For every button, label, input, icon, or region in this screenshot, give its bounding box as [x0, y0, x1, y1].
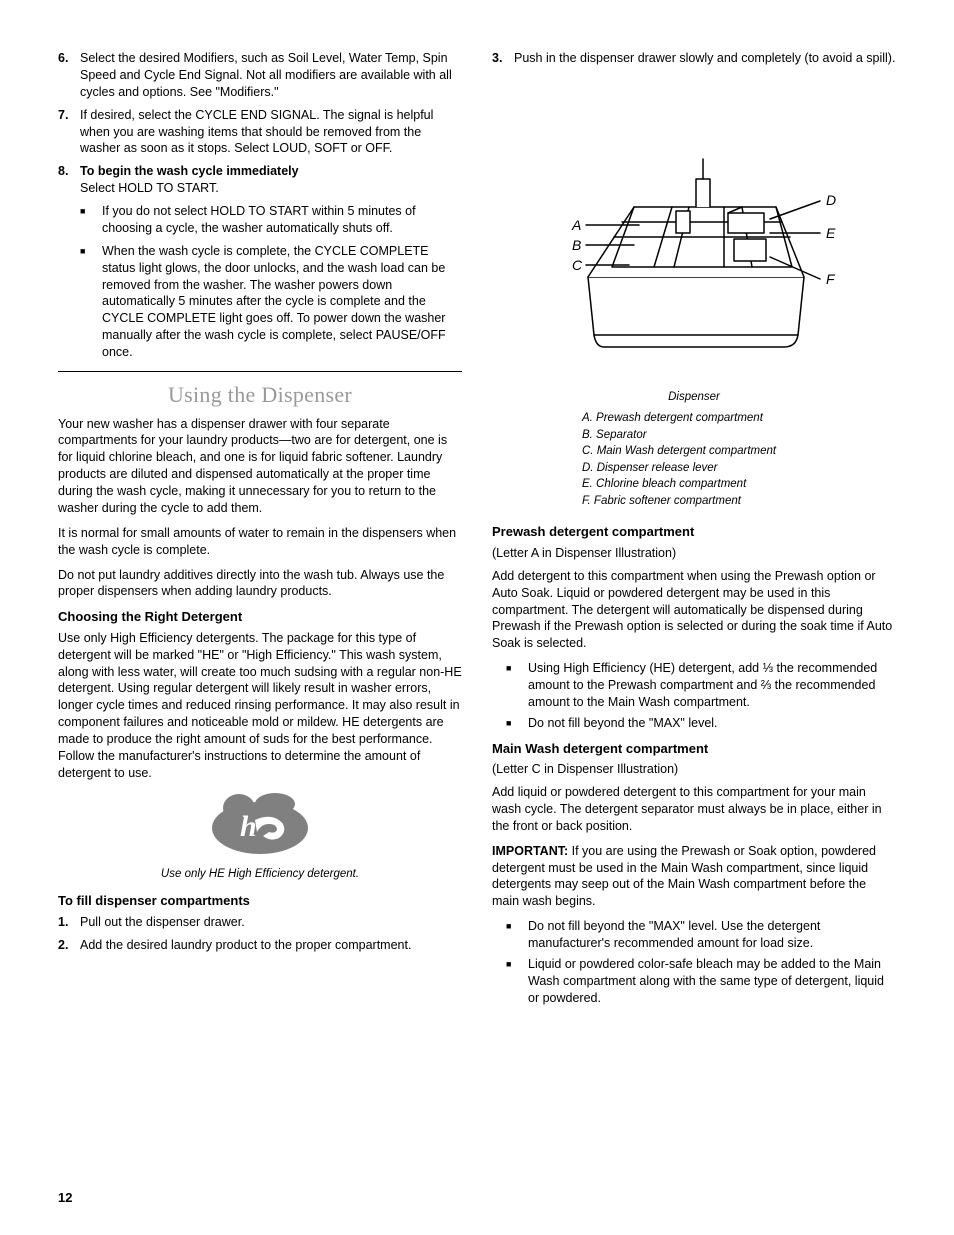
- step-3: 3. Push in the dispenser drawer slowly a…: [492, 50, 896, 67]
- subheading-note: (Letter C in Dispenser Illustration): [492, 761, 896, 778]
- paragraph: Do not put laundry additives directly in…: [58, 567, 462, 601]
- square-bullet-icon: ■: [506, 918, 528, 952]
- step-7: 7. If desired, select the CYCLE END SIGN…: [58, 107, 462, 158]
- dispenser-caption: Dispenser: [492, 390, 896, 406]
- bullet-item: ■ Do not fill beyond the "MAX" level. Us…: [506, 918, 896, 952]
- legend-c: C. Main Wash detergent compartment: [582, 444, 896, 460]
- step-number: 3.: [492, 50, 514, 67]
- paragraph: Your new washer has a dispenser drawer w…: [58, 416, 462, 517]
- label-e: E: [826, 225, 836, 241]
- section-divider: [58, 371, 462, 372]
- he-logo: h: [58, 792, 462, 861]
- right-column: 3. Push in the dispenser drawer slowly a…: [492, 50, 896, 1011]
- page-number: 12: [58, 1189, 72, 1207]
- bullet-text: Do not fill beyond the "MAX" level.: [528, 715, 896, 732]
- paragraph: Add detergent to this compartment when u…: [492, 568, 896, 652]
- subheading-prewash: Prewash detergent compartment: [492, 523, 896, 541]
- section-title-dispenser: Using the Dispenser: [58, 380, 462, 410]
- bullet-text: Liquid or powdered color-safe bleach may…: [528, 956, 896, 1007]
- legend-b: B. Separator: [582, 428, 896, 444]
- bullet-text: Using High Efficiency (HE) detergent, ad…: [528, 660, 896, 711]
- paragraph: Add liquid or powdered detergent to this…: [492, 784, 896, 835]
- label-c: C: [572, 257, 583, 273]
- bullet-text: If you do not select HOLD TO START withi…: [102, 203, 462, 237]
- bullet-item: ■ Using High Efficiency (HE) detergent, …: [506, 660, 896, 711]
- bullet-text: Do not fill beyond the "MAX" level. Use …: [528, 918, 896, 952]
- label-f: F: [826, 271, 836, 287]
- subheading-note: (Letter A in Dispenser Illustration): [492, 545, 896, 562]
- bullet-item: ■ Liquid or powdered color-safe bleach m…: [506, 956, 896, 1007]
- legend-e: E. Chlorine bleach compartment: [582, 477, 896, 493]
- step-bold-title: To begin the wash cycle immediately: [80, 164, 299, 178]
- two-column-layout: 6. Select the desired Modifiers, such as…: [58, 50, 896, 1011]
- svg-text:h: h: [240, 810, 257, 843]
- subheading-fill-compartments: To fill dispenser compartments: [58, 892, 462, 910]
- step-body: To begin the wash cycle immediately Sele…: [80, 163, 462, 361]
- step-number: 1.: [58, 914, 80, 931]
- subheading-choosing-detergent: Choosing the Right Detergent: [58, 608, 462, 626]
- sub-bullet: ■ When the wash cycle is complete, the C…: [80, 243, 462, 361]
- step-text: Pull out the dispenser drawer.: [80, 914, 462, 931]
- fill-step-1: 1. Pull out the dispenser drawer.: [58, 914, 462, 931]
- paragraph: It is normal for small amounts of water …: [58, 525, 462, 559]
- square-bullet-icon: ■: [506, 715, 528, 732]
- step-6: 6. Select the desired Modifiers, such as…: [58, 50, 462, 101]
- step-text: Push in the dispenser drawer slowly and …: [514, 50, 896, 67]
- step-text: If desired, select the CYCLE END SIGNAL.…: [80, 107, 462, 158]
- square-bullet-icon: ■: [80, 243, 102, 361]
- bullet-text: When the wash cycle is complete, the CYC…: [102, 243, 462, 361]
- legend-f: F. Fabric softener compartment: [582, 494, 896, 510]
- paragraph: Use only High Efficiency detergents. The…: [58, 630, 462, 782]
- subheading-main-wash: Main Wash detergent compartment: [492, 740, 896, 758]
- dispenser-diagram: A B C D E F: [492, 107, 896, 382]
- step-text: Select the desired Modifiers, such as So…: [80, 50, 462, 101]
- step-text: Add the desired laundry product to the p…: [80, 937, 462, 954]
- step-8: 8. To begin the wash cycle immediately S…: [58, 163, 462, 361]
- label-d: D: [826, 192, 836, 208]
- label-b: B: [572, 237, 581, 253]
- legend-d: D. Dispenser release lever: [582, 461, 896, 477]
- square-bullet-icon: ■: [506, 660, 528, 711]
- sub-bullet: ■ If you do not select HOLD TO START wit…: [80, 203, 462, 237]
- step-number: 8.: [58, 163, 80, 361]
- step-line: Select HOLD TO START.: [80, 181, 219, 195]
- label-a: A: [571, 217, 581, 233]
- bullet-item: ■ Do not fill beyond the "MAX" level.: [506, 715, 896, 732]
- he-caption: Use only HE High Efficiency detergent.: [58, 867, 462, 883]
- step-number: 6.: [58, 50, 80, 101]
- important-paragraph: IMPORTANT: If you are using the Prewash …: [492, 843, 896, 911]
- important-label: IMPORTANT:: [492, 844, 568, 858]
- dispenser-legend: A. Prewash detergent compartment B. Sepa…: [582, 411, 896, 509]
- step-number: 2.: [58, 937, 80, 954]
- left-column: 6. Select the desired Modifiers, such as…: [58, 50, 462, 1011]
- square-bullet-icon: ■: [506, 956, 528, 1007]
- fill-step-2: 2. Add the desired laundry product to th…: [58, 937, 462, 954]
- square-bullet-icon: ■: [80, 203, 102, 237]
- legend-a: A. Prewash detergent compartment: [582, 411, 896, 427]
- step-number: 7.: [58, 107, 80, 158]
